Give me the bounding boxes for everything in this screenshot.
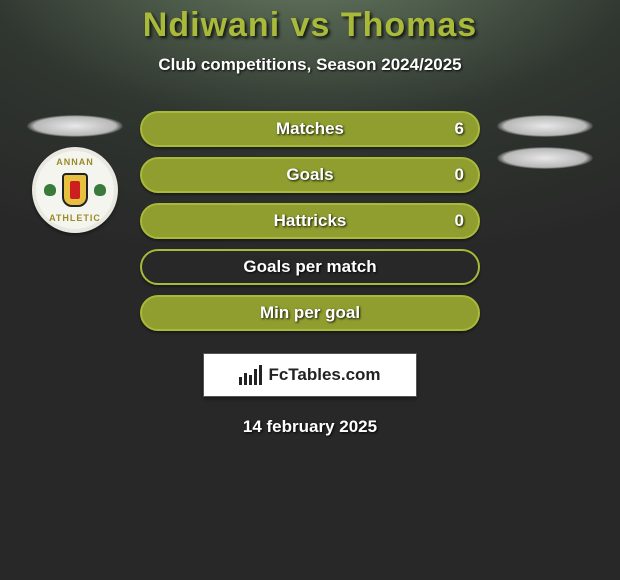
stat-bar: Min per goal [140,295,480,331]
thistle-icon [44,184,56,196]
stat-value-right: 0 [455,211,464,231]
stat-label: Min per goal [260,303,360,323]
left-club-badge: ANNAN ATHLETIC [32,147,118,233]
brand-attribution[interactable]: FcTables.com [203,353,417,397]
brand-text: FcTables.com [268,365,380,385]
thistle-icon [94,184,106,196]
stat-label: Goals [286,165,333,185]
player-photo-placeholder [27,115,123,137]
page-subtitle: Club competitions, Season 2024/2025 [0,55,620,75]
club-name-top: ANNAN [56,157,94,167]
club-name-bottom: ATHLETIC [49,213,101,223]
stat-label: Goals per match [243,257,376,277]
comparison-row: ANNAN ATHLETIC Matches6Goals0Hattricks0G… [0,111,620,331]
page-title: Ndiwani vs Thomas [0,6,620,45]
stat-value-right: 0 [455,165,464,185]
club-badge-placeholder [497,147,593,169]
player-photo-placeholder [497,115,593,137]
shield-icon [62,173,88,207]
stat-label: Hattricks [274,211,347,231]
brand-chart-icon [239,365,262,385]
right-player-column [490,111,600,331]
stat-bar: Goals per match [140,249,480,285]
date-label: 14 february 2025 [0,417,620,437]
stat-label: Matches [276,119,344,139]
stat-bar: Goals 0 [140,157,480,193]
stat-value-right: 6 [455,119,464,139]
stat-bar: Matches 6 [140,111,480,147]
left-player-column: ANNAN ATHLETIC [20,111,130,331]
stat-bar: Hattricks 0 [140,203,480,239]
comparison-card: Ndiwani vs Thomas Club competitions, Sea… [0,0,620,437]
stat-bars: Matches 6 Goals 0 Hattricks 0 Goals per match M… [140,111,480,331]
